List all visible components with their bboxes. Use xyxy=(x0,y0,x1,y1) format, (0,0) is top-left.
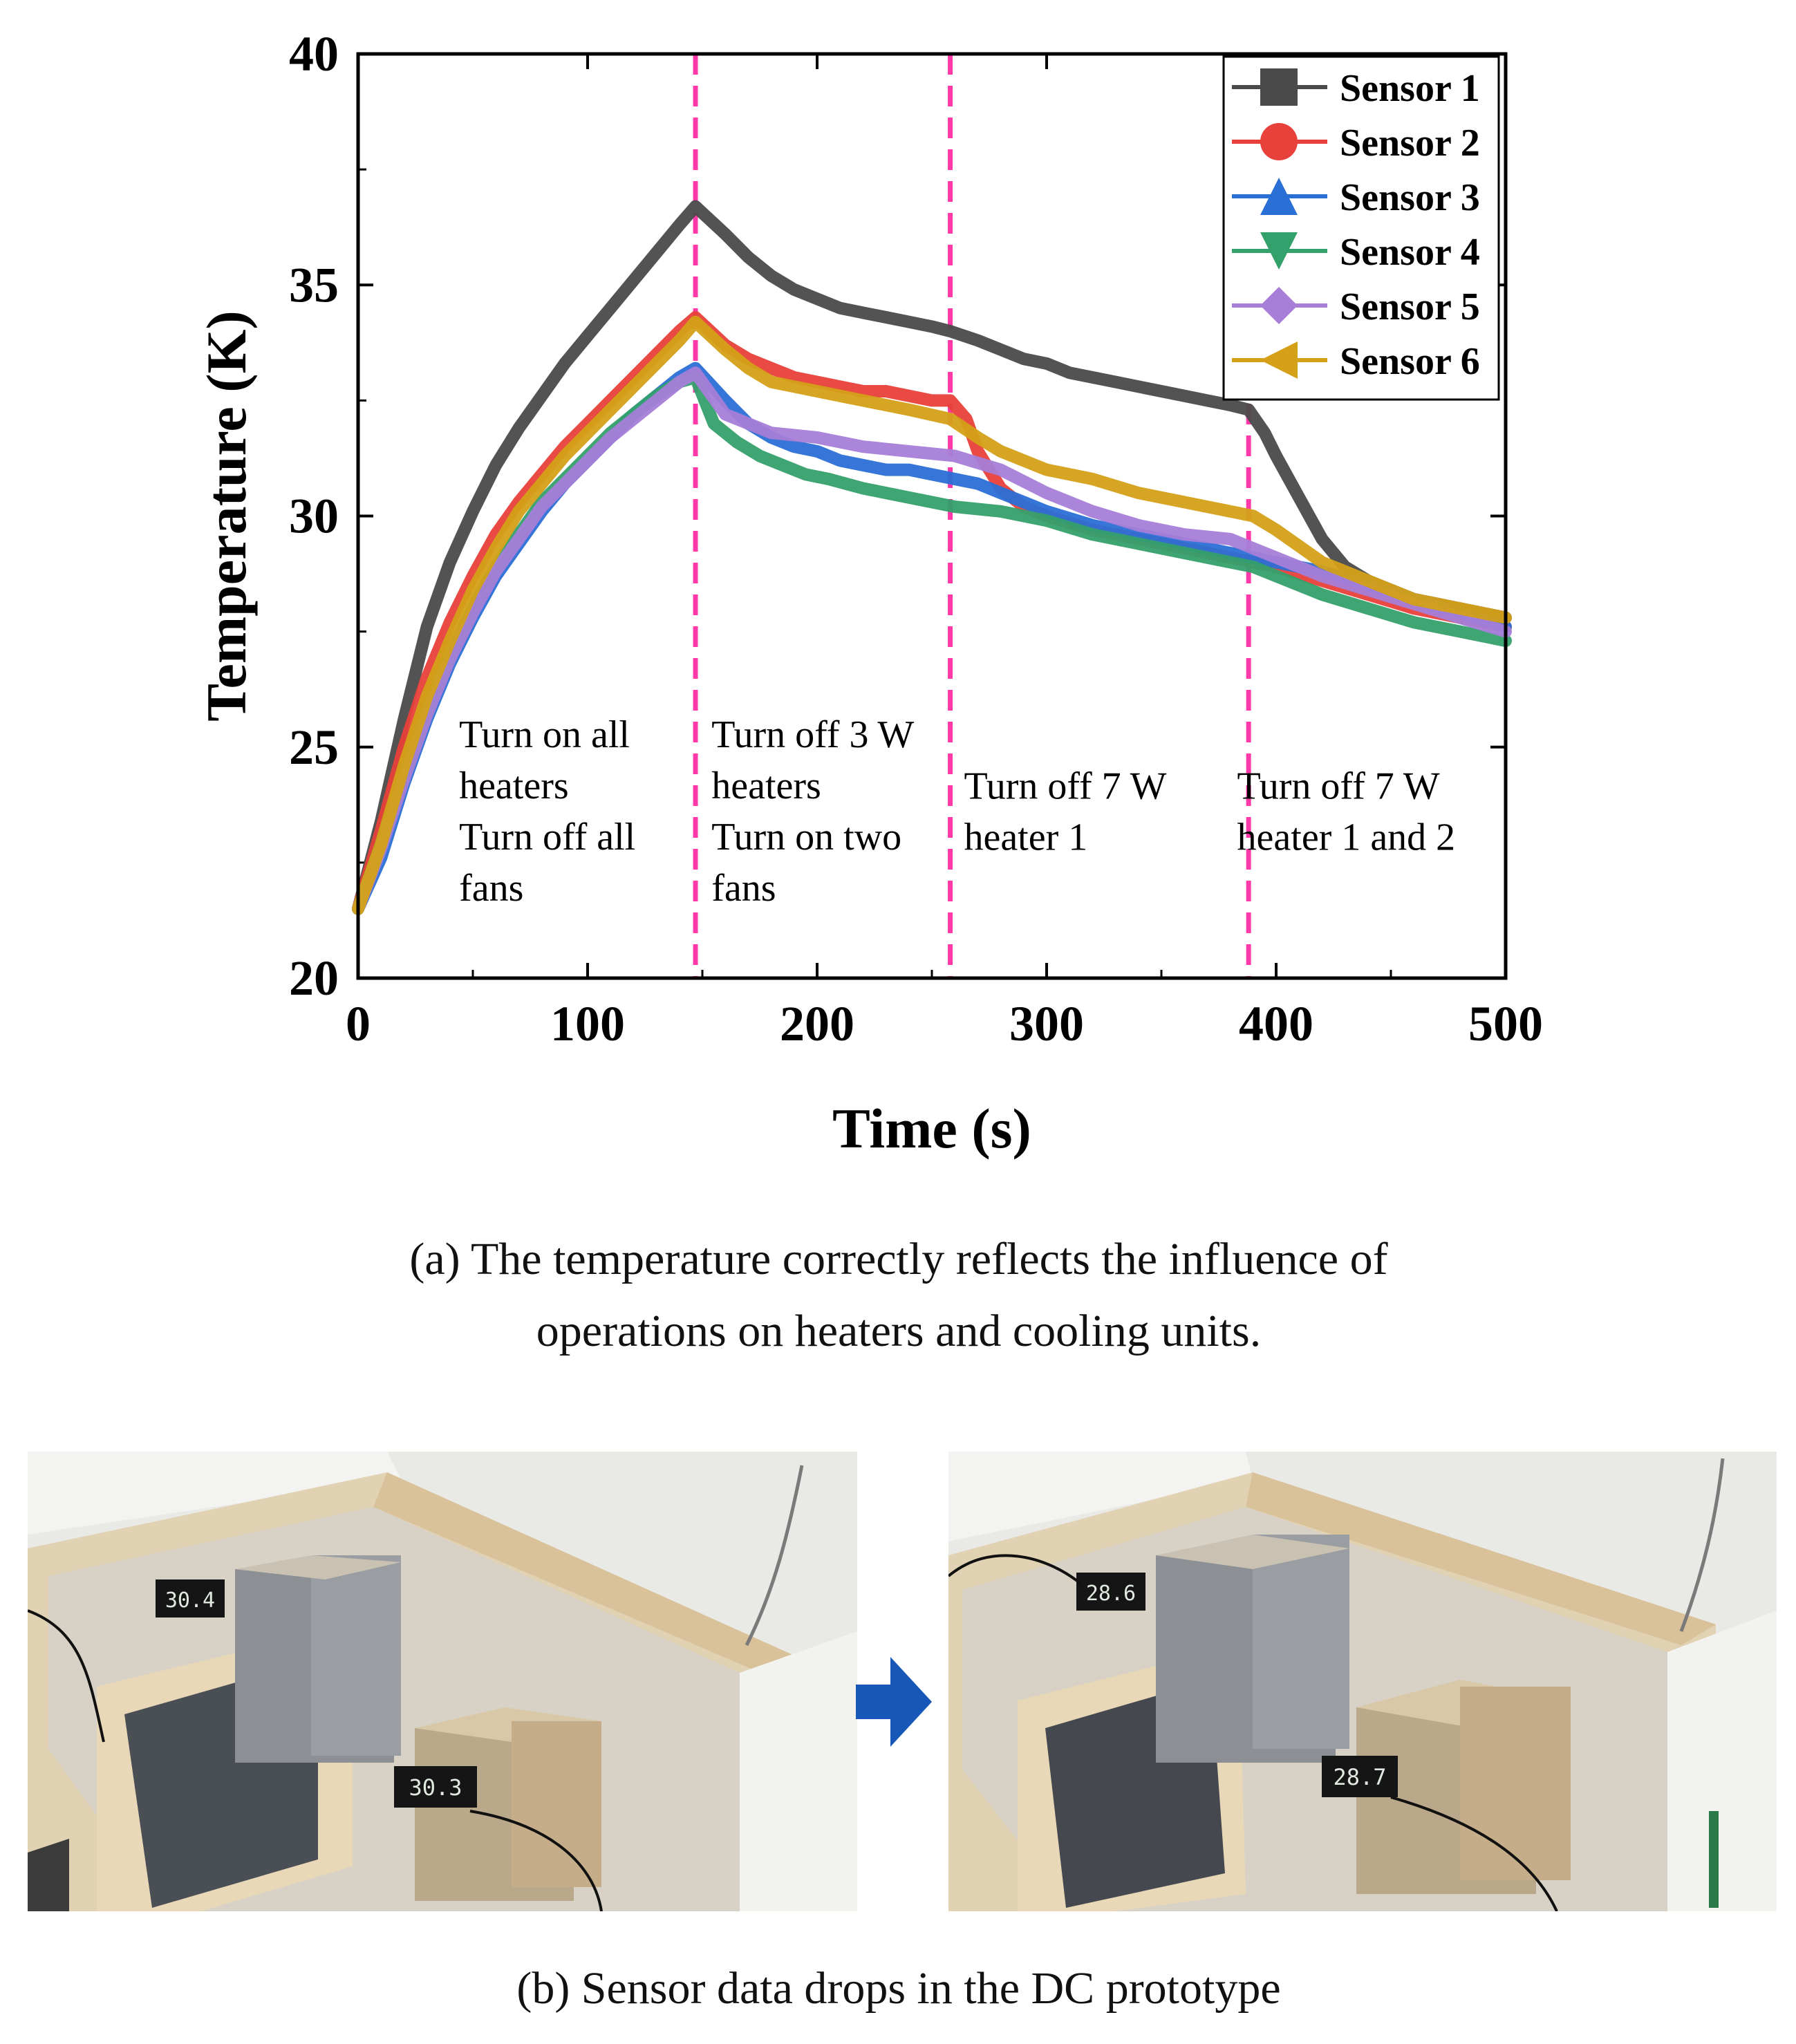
series-line-sensor-5 xyxy=(352,366,1512,915)
y-tick-label-0: 20 xyxy=(289,950,339,1006)
legend-label-sensor-4: Sensor 4 xyxy=(1340,231,1480,274)
legend-label-sensor-1: Sensor 1 xyxy=(1340,67,1480,110)
annotation-3-line-1: heater 1 and 2 xyxy=(1237,816,1456,859)
caption-a-line-2: operations on heaters and cooling units. xyxy=(536,1306,1262,1356)
legend-label-sensor-5: Sensor 5 xyxy=(1340,285,1480,328)
legend-marker-sensor-2 xyxy=(1260,123,1298,160)
plot-frame xyxy=(356,52,1508,980)
legend-label-sensor-2: Sensor 2 xyxy=(1340,122,1480,165)
legend-marker-sensor-6 xyxy=(1260,341,1298,379)
annotation-2-line-1: heater 1 xyxy=(964,816,1087,859)
annotation-2-line-0: Turn off 7 W xyxy=(964,765,1166,808)
annotation-0-line-2: Turn off all xyxy=(459,816,635,859)
legend-label-sensor-3: Sensor 3 xyxy=(1340,176,1480,219)
annotation-0-line-0: Turn on all xyxy=(459,713,630,756)
legend-marker-sensor-3 xyxy=(1260,178,1298,215)
caption-b: (b) Sensor data drops in the DC prototyp… xyxy=(516,1963,1281,2014)
arrow-right-icon xyxy=(856,1657,932,1747)
y-tick-label-1: 25 xyxy=(289,720,339,775)
photo-right-reading-2: 28.7 xyxy=(1333,1764,1386,1790)
legend-marker-sensor-1 xyxy=(1260,68,1298,106)
annotation-1-line-0: Turn off 3 W xyxy=(711,713,914,756)
x-axis-label: Time (s) xyxy=(832,1097,1031,1160)
y-tick-label-4: 40 xyxy=(289,26,339,82)
prototype-photo-after: 28.6 28.7 xyxy=(948,1452,1777,1911)
photo-right-reading-1: 28.6 xyxy=(1086,1582,1136,1606)
legend-box xyxy=(1222,55,1500,401)
x-tick-label-2: 200 xyxy=(780,996,854,1051)
photo-left-reading-2: 30.3 xyxy=(409,1774,462,1801)
legend-marker-sensor-5 xyxy=(1260,287,1298,324)
prototype-photo-before: 30.4 30.3 xyxy=(28,1452,857,1911)
photo-left-reading-1: 30.4 xyxy=(165,1588,215,1613)
y-axis-label: Temperature (K) xyxy=(195,310,258,721)
annotation-1-line-2: Turn on two xyxy=(711,816,901,859)
temperature-chart: 0 100 200 300 400 500 20 25 30 35 40 Turn on all hea… xyxy=(195,26,1543,1160)
x-tick-label-3: 300 xyxy=(1009,996,1084,1051)
caption-a: (a) The temperature correctly reflects t… xyxy=(207,1223,1590,1367)
plot-area: 0 100 200 300 400 500 20 25 30 35 40 Turn on all hea… xyxy=(195,26,1543,1160)
x-tick-label-5: 500 xyxy=(1468,996,1543,1051)
annotation-3-line-0: Turn off 7 W xyxy=(1237,765,1440,808)
annotation-1-line-1: heaters xyxy=(711,765,821,807)
legend-marker-sensor-4 xyxy=(1260,232,1298,270)
series-line-sensor-1 xyxy=(352,200,1512,915)
y-tick-label-3: 35 xyxy=(289,257,339,312)
annotation-1-line-3: fans xyxy=(711,867,776,910)
series-line-sensor-6 xyxy=(352,315,1512,915)
caption-a-line-1: (a) The temperature correctly reflects t… xyxy=(409,1234,1388,1284)
annotation-0-line-1: heaters xyxy=(459,765,569,807)
annotation-0-line-3: fans xyxy=(459,867,523,910)
legend-label-sensor-6: Sensor 6 xyxy=(1340,340,1480,383)
x-tick-label-1: 100 xyxy=(550,996,625,1051)
y-tick-label-2: 30 xyxy=(289,489,339,544)
x-tick-label-0: 0 xyxy=(346,996,371,1051)
x-tick-label-4: 400 xyxy=(1239,996,1313,1051)
